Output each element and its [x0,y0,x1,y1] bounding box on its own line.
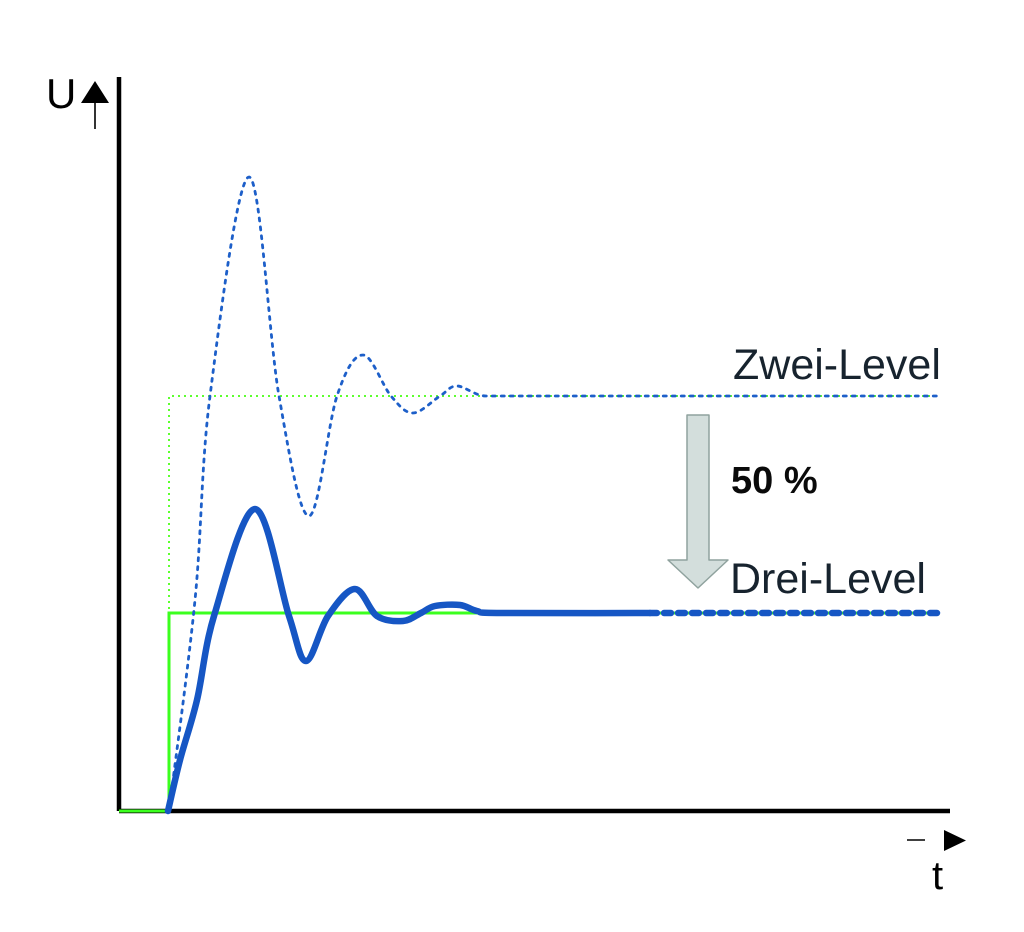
svg-text:Drei-Level: Drei-Level [730,555,926,603]
svg-text:U: U [46,70,76,117]
svg-text:Zwei-Level: Zwei-Level [733,341,941,389]
svg-text:50 %: 50 % [731,460,818,502]
svg-text:t: t [932,854,943,898]
